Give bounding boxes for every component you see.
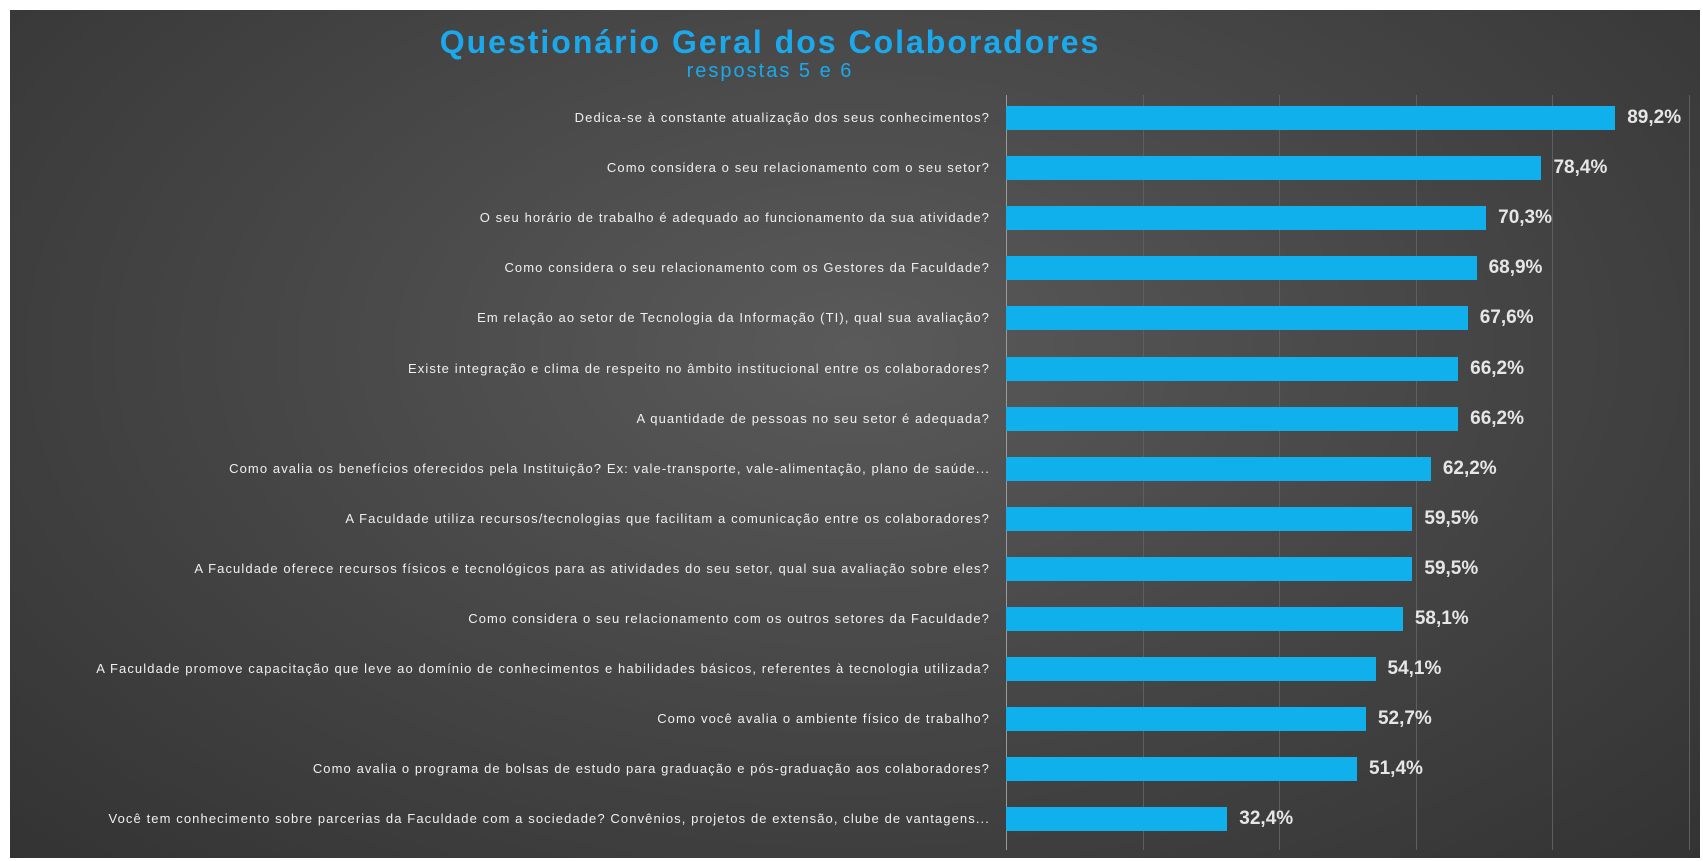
bar: [1006, 657, 1376, 682]
value-label: 78,4%: [1553, 157, 1608, 179]
category-label: Você tem conhecimento sobre parcerias da…: [108, 811, 990, 827]
bar: [1006, 156, 1542, 181]
value-label: 70,3%: [1498, 207, 1553, 229]
bar: [1006, 306, 1468, 331]
category-label: A Faculdade oferece recursos físicos e t…: [194, 560, 990, 576]
grid-line: [1552, 95, 1554, 850]
bar: [1006, 556, 1413, 581]
chart-title: Questionário Geral dos Colaboradores: [439, 24, 1101, 60]
bar: [1006, 106, 1616, 130]
value-label: 52,7%: [1377, 708, 1432, 730]
category-label: Como considera o seu relacionamento com …: [468, 611, 990, 626]
bar: [1006, 356, 1459, 381]
bar: [1006, 757, 1358, 782]
value-label: 54,1%: [1387, 658, 1442, 680]
grid-line: [1689, 95, 1690, 850]
bar: [1006, 206, 1487, 231]
bar: [1006, 506, 1413, 531]
category-label: Dedica-se à constante atualização dos se…: [574, 110, 990, 125]
category-label: O seu horário de trabalho é adequado ao …: [479, 210, 990, 226]
bar: [1006, 456, 1431, 481]
category-label: Como avalia os benefícios oferecidos pel…: [229, 460, 990, 476]
value-label: 59,5%: [1424, 557, 1479, 579]
chart: Questionário Geral dos Colaboradores res…: [10, 10, 1700, 858]
value-label: 67,6%: [1479, 307, 1534, 329]
bar: [1006, 406, 1459, 431]
category-label: Como você avalia o ambiente físico de tr…: [657, 711, 990, 727]
value-label: 68,9%: [1488, 257, 1543, 279]
category-label: Existe integração e clima de respeito no…: [408, 360, 990, 376]
bar: [1006, 256, 1477, 281]
category-label: A Faculdade promove capacitação que leve…: [96, 661, 990, 677]
category-label: Como avalia o programa de bolsas de estu…: [312, 761, 990, 777]
bar: [1006, 607, 1403, 631]
value-label: 32,4%: [1239, 808, 1294, 830]
bar: [1006, 707, 1366, 732]
value-label: 59,5%: [1424, 507, 1479, 529]
value-label: 66,2%: [1470, 407, 1525, 429]
category-label: Em relação ao setor de Tecnologia da Inf…: [477, 310, 990, 326]
value-label: 51,4%: [1369, 758, 1423, 780]
value-label: 89,2%: [1627, 107, 1682, 128]
chart-subtitle: respostas 5 e 6: [686, 60, 854, 82]
value-label: 66,2%: [1470, 357, 1525, 379]
value-label: 62,2%: [1442, 457, 1497, 479]
category-label: Como considera o seu relacionamento com …: [504, 260, 990, 276]
category-label: A Faculdade utiliza recursos/tecnologias…: [345, 510, 990, 526]
value-label: 58,1%: [1414, 608, 1469, 629]
bar: [1006, 807, 1228, 832]
category-label: A quantidade de pessoas no seu setor é a…: [636, 410, 990, 426]
category-label: Como considera o seu relacionamento com …: [606, 160, 990, 176]
